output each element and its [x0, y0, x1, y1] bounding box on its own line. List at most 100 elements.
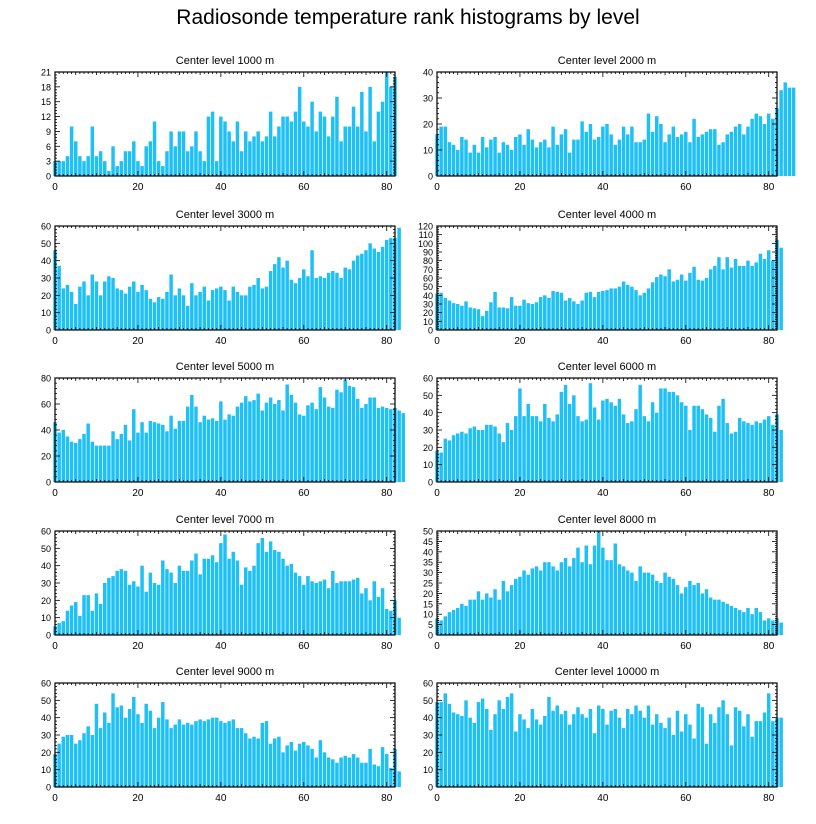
chart-6-bar-55 [663, 388, 667, 482]
chart-6-bar-40 [601, 400, 605, 482]
chart-8-bar-57 [671, 578, 676, 635]
chart-9-bar-69 [339, 757, 343, 787]
chart-8-bar-61 [688, 580, 692, 635]
chart-1-bar-38 [210, 111, 215, 176]
chart-6-xtick-label: 80 [763, 488, 775, 499]
chart-4-ytick-label: 70 [423, 265, 433, 275]
chart-2-bar-59 [679, 134, 684, 176]
chart-1-bar-58 [293, 111, 298, 176]
chart-1-bar-51 [264, 136, 269, 176]
chart-4-bar-14 [493, 291, 497, 330]
chart-10-bar-64 [700, 707, 705, 787]
chart-4-bar-41 [605, 290, 609, 330]
chart-2-bar-48 [634, 142, 638, 176]
chart-2-bar-47 [630, 126, 634, 176]
chart-8-bar-11 [480, 599, 485, 635]
chart-9-bar-25 [156, 717, 161, 787]
chart-7-bar-10 [94, 593, 99, 635]
chart-7-bar-43 [231, 551, 236, 635]
chart-9-bar-37 [206, 719, 211, 787]
chart-10-bar-6 [460, 715, 464, 787]
chart-9-bar-14 [111, 693, 115, 787]
chart-9-bar-54 [277, 736, 281, 787]
chart-10-bar-37 [588, 709, 593, 787]
chart-5-bar-16 [119, 433, 124, 482]
chart-9-bar-32 [185, 722, 190, 787]
chart-9-bar-62 [310, 748, 314, 787]
chart-5-bar-8 [86, 423, 90, 482]
chart-2-bar-71 [729, 131, 734, 176]
chart-3-bar-4 [69, 291, 74, 330]
chart-3-ytick-label: 30 [41, 274, 51, 284]
chart-10-bar-2 [443, 693, 448, 787]
chart-2-bar-79 [762, 124, 767, 176]
chart-7-bar-27 [165, 569, 169, 635]
chart-10-ytick-label: 10 [423, 765, 433, 775]
chart-3-bar-27 [165, 291, 169, 330]
chart-4-bar-71 [729, 267, 734, 330]
chart-2-bar-83 [779, 90, 783, 176]
chart-5-bar-26 [161, 424, 165, 482]
chart-4-bar-61 [688, 272, 692, 330]
chart-8-ytick-label: 15 [423, 599, 433, 609]
chart-10-bar-50 [642, 717, 647, 787]
chart-9-bar-18 [127, 709, 132, 787]
chart-1-bar-19 [132, 141, 136, 176]
chart-6-bar-29 [555, 414, 559, 482]
chart-1-bar-70 [343, 126, 347, 176]
chart-4-bar-31 [563, 300, 568, 330]
chart-2-bar-78 [758, 116, 763, 176]
chart-8-ytick-label: 10 [423, 610, 433, 620]
chart-3-bar-42 [227, 300, 231, 330]
chart-10-bar-33 [572, 714, 576, 787]
chart-4-ytick-label: 10 [423, 317, 433, 327]
chart-8-bar-36 [584, 545, 589, 635]
chart-8-ytick-label: 30 [423, 568, 433, 578]
chart-3-bar-18 [127, 286, 132, 330]
chart-2-bar-61 [688, 142, 692, 176]
chart-7-bar-83 [397, 617, 401, 635]
chart-3-bar-31 [181, 295, 186, 330]
chart-2-bar-9 [472, 144, 477, 176]
chart-5-bar-41 [223, 419, 227, 482]
chart-1-bar-35 [198, 151, 202, 176]
chart-9-bar-76 [368, 748, 372, 787]
chart-4-bar-1 [439, 292, 443, 330]
chart-1-bar-33 [190, 146, 194, 176]
chart-3-bar-50 [260, 288, 265, 330]
chart-3-bar-60 [302, 269, 306, 330]
chart-8-ytick-label: 5 [428, 620, 433, 630]
chart-10-bar-83 [779, 717, 783, 787]
chart-9-bar-6 [78, 740, 82, 787]
chart-7-bar-22 [144, 591, 148, 635]
chart-10-bar-73 [737, 710, 742, 787]
chart-5: Center level 5000 m 0 20 40 60 80 0 20 40 60 80 [41, 361, 406, 499]
chart-7-bar-42 [227, 558, 231, 635]
chart-3-bar-26 [161, 298, 165, 330]
chart-4-bar-39 [596, 291, 601, 330]
chart-7-bar-51 [264, 551, 269, 635]
chart-2-bar-22 [526, 129, 530, 176]
chart-4-bar-73 [737, 265, 742, 330]
chart-3-bar-46 [243, 295, 248, 330]
chart-10-bar-72 [733, 707, 738, 787]
chart-3-ytick-label: 40 [41, 256, 51, 266]
chart-5-bar-84 [401, 413, 406, 482]
chart-2-bar-66 [708, 129, 713, 176]
chart-7-bar-76 [368, 600, 372, 635]
chart-1-bar-47 [248, 141, 252, 176]
chart-4-bar-79 [762, 258, 767, 330]
chart-3-bar-3 [65, 284, 70, 330]
chart-2-ytick-label: 20 [423, 120, 433, 130]
chart-10-bar-8 [468, 717, 472, 787]
chart-2-bar-3 [447, 142, 452, 176]
chart-6-bar-63 [696, 405, 700, 482]
chart-4-bar-29 [555, 291, 559, 330]
chart-3-bar-11 [98, 295, 103, 330]
chart-9-bar-72 [351, 754, 356, 787]
chart-4-ytick-label: 110 [419, 230, 433, 240]
chart-4-bar-12 [485, 310, 489, 330]
chart-3-bar-49 [256, 278, 260, 330]
chart-5-bar-30 [177, 420, 182, 482]
chart-5-xtick-label: 80 [381, 488, 393, 499]
